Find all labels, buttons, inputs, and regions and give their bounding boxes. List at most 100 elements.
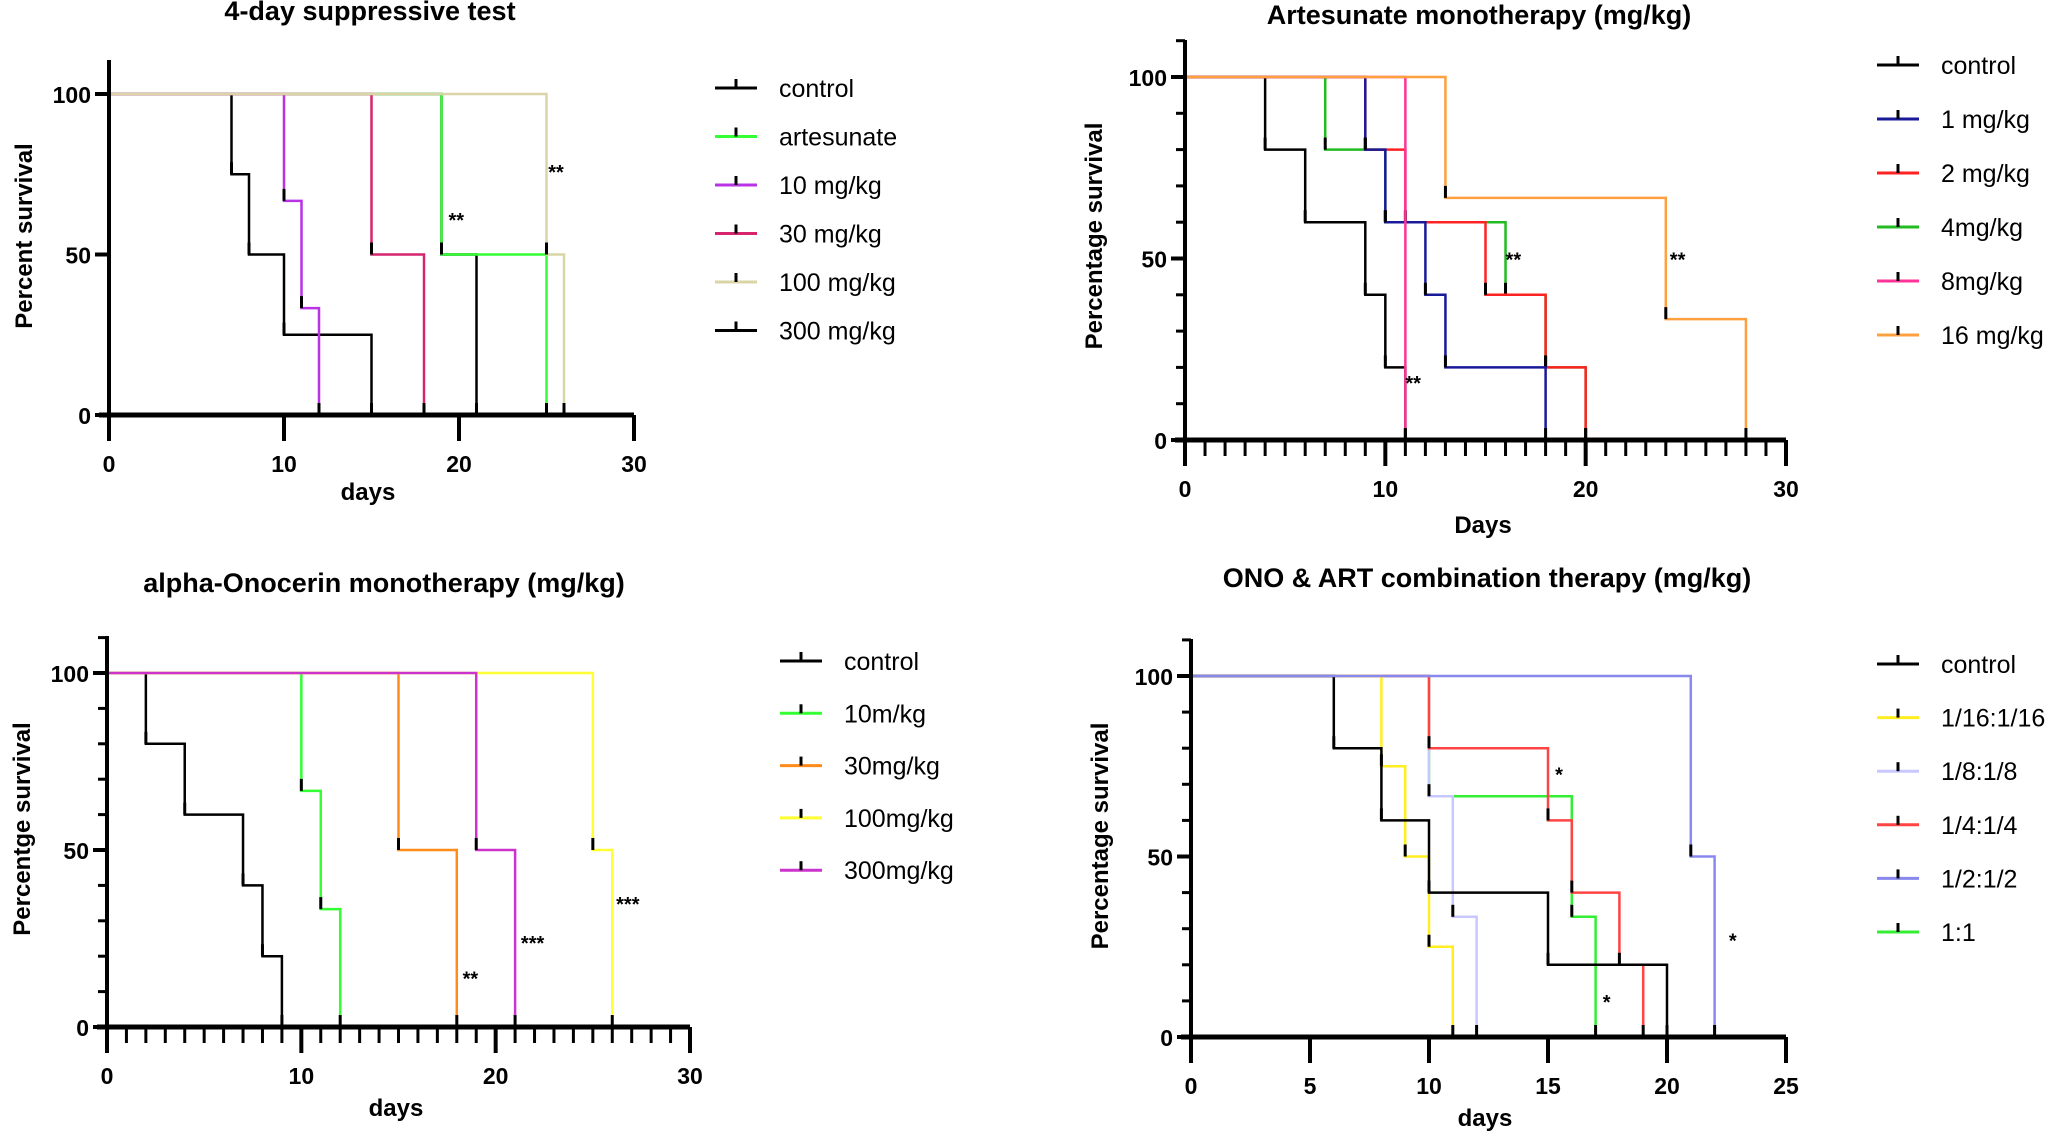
legend-item: control — [1877, 651, 2016, 679]
legend-label: control — [779, 75, 854, 103]
legend-item: 10 mg/kg — [715, 172, 882, 200]
legend-item: control — [715, 75, 854, 103]
legend-label: control — [1941, 651, 2016, 679]
legend-label: 8mg/kg — [1941, 268, 2023, 296]
x-axis-label: days — [369, 1095, 424, 1122]
x-tick-label: 10 — [1416, 1073, 1442, 1099]
legend-label: 100mg/kg — [844, 805, 954, 833]
chart-panel-1: 4-day suppressive test days Percent surviv… — [11, 0, 897, 506]
legend-label: 30mg/kg — [844, 753, 940, 781]
x-tick-label: 30 — [677, 1063, 703, 1089]
x-tick-label: 30 — [621, 451, 647, 477]
legend-label: 300mg/kg — [844, 857, 954, 885]
series-line-control — [1185, 75, 1407, 440]
x-tick-label: 20 — [483, 1063, 509, 1089]
legend-item: control — [1877, 52, 2016, 80]
series-line-8mg-kg — [1185, 75, 1407, 440]
x-tick-label: 0 — [101, 1063, 114, 1089]
legend-item: 10m/kg — [780, 700, 926, 728]
legend-item: 1 mg/kg — [1877, 106, 2030, 134]
legend-item: 8mg/kg — [1877, 268, 2023, 296]
chart-title: 4-day suppressive test — [224, 0, 515, 26]
legend-label: 1:1 — [1941, 919, 1976, 947]
x-tick-label: 10 — [289, 1063, 315, 1089]
series-line-100mg-kg — [107, 671, 614, 1027]
y-tick-label: 100 — [51, 661, 89, 687]
series-line-1-16-1-16 — [1191, 674, 1455, 1037]
legend-item: 1/4:1/4 — [1877, 812, 2018, 840]
legend-item: artesunate — [715, 124, 897, 152]
x-tick-label: 25 — [1773, 1073, 1799, 1099]
x-axis-label: Days — [1454, 512, 1511, 539]
x-tick-label: 10 — [1373, 476, 1399, 502]
y-tick-label: 50 — [63, 838, 89, 864]
chart-panel-4: ONO & ART combination therapy (mg/kg) day… — [1087, 563, 2045, 1132]
legend-label: 10m/kg — [844, 700, 926, 728]
legend-item: 1:1 — [1877, 919, 1976, 947]
legend-label: 16 mg/kg — [1941, 322, 2044, 350]
x-tick-label: 0 — [1185, 1073, 1198, 1099]
legend-label: 1/16:1/16 — [1941, 705, 2045, 733]
x-tick-label: 20 — [1573, 476, 1599, 502]
legend-item: control — [780, 648, 919, 676]
significance-label: * — [1603, 992, 1611, 1014]
x-tick-label: 20 — [1654, 1073, 1680, 1099]
legend-label: 1/8:1/8 — [1941, 758, 2017, 786]
legend-label: 1/2:1/2 — [1941, 865, 2017, 893]
legend-item: 1/8:1/8 — [1877, 758, 2017, 786]
significance-label: * — [1555, 764, 1563, 786]
y-tick-label: 50 — [1147, 845, 1173, 871]
series-line-16-mg-kg — [1185, 75, 1748, 440]
y-tick-label: 0 — [76, 1015, 89, 1041]
significance-label: ** — [548, 162, 564, 184]
legend-label: 4mg/kg — [1941, 214, 2023, 242]
x-tick-label: 0 — [1179, 476, 1192, 502]
y-tick-label: 100 — [1129, 65, 1167, 91]
x-tick-label: 30 — [1773, 476, 1799, 502]
y-tick-label: 100 — [1135, 664, 1173, 690]
legend-label: 1 mg/kg — [1941, 106, 2030, 134]
legend-item: 2 mg/kg — [1877, 160, 2030, 188]
series-line-artesunate — [109, 92, 548, 415]
chart-title: alpha-Onocerin monotherapy (mg/kg) — [143, 568, 625, 598]
y-axis-label: Percent survival — [11, 143, 38, 328]
chart-title: Artesunate monotherapy (mg/kg) — [1267, 0, 1692, 30]
significance-label: ** — [449, 210, 465, 232]
legend-label: 100 mg/kg — [779, 269, 896, 297]
series-line-10m-kg — [107, 671, 342, 1027]
legend-item: 300mg/kg — [780, 857, 954, 885]
legend-label: 300 mg/kg — [779, 318, 896, 346]
series-line-2-mg-kg — [1185, 75, 1587, 440]
legend-item: 300 mg/kg — [715, 318, 896, 346]
legend-item: 30mg/kg — [780, 753, 940, 781]
legend-label: 30 mg/kg — [779, 221, 882, 249]
legend-label: control — [1941, 52, 2016, 80]
x-tick-label: 10 — [271, 451, 297, 477]
legend-label: 2 mg/kg — [1941, 160, 2030, 188]
series-line-1-mg-kg — [1185, 75, 1547, 440]
x-tick-label: 20 — [446, 451, 472, 477]
significance-label: ** — [1670, 250, 1686, 272]
legend-label: 1/4:1/4 — [1941, 812, 2018, 840]
series-line-1-1 — [1191, 674, 1597, 1037]
legend-item: 4mg/kg — [1877, 214, 2023, 242]
legend-label: control — [844, 648, 919, 676]
legend-item: 16 mg/kg — [1877, 322, 2044, 350]
y-axis-label: Percentage survival — [1081, 123, 1108, 350]
x-tick-label: 15 — [1535, 1073, 1561, 1099]
series-line-control — [107, 671, 284, 1027]
significance-label: *** — [521, 933, 545, 955]
y-tick-label: 50 — [65, 243, 91, 269]
x-axis-label: days — [341, 479, 396, 506]
legend-label: artesunate — [779, 124, 897, 152]
series-line-control — [109, 92, 373, 415]
x-axis-label: days — [1458, 1105, 1513, 1132]
y-tick-label: 50 — [1141, 247, 1167, 273]
x-tick-label: 0 — [103, 451, 116, 477]
y-tick-label: 0 — [1160, 1025, 1173, 1051]
y-tick-label: 0 — [78, 403, 91, 429]
significance-label: ** — [463, 968, 479, 990]
chart-panel-3: alpha-Onocerin monotherapy (mg/kg) days Pe… — [9, 568, 954, 1122]
chart-panel-2: Artesunate monotherapy (mg/kg) Days Percen… — [1081, 0, 2044, 539]
